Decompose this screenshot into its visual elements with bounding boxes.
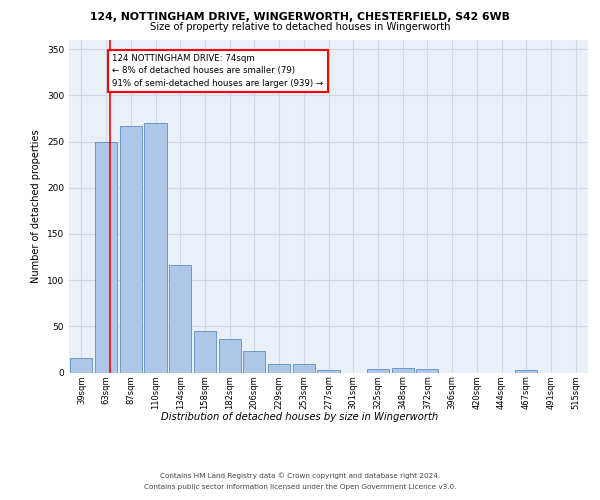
Text: Size of property relative to detached houses in Wingerworth: Size of property relative to detached ho… (150, 22, 450, 32)
Bar (70, 358, 92, 372)
Y-axis label: Number of detached properties: Number of detached properties (31, 130, 41, 283)
Bar (367, 369, 389, 372)
Bar (194, 331, 216, 372)
Bar (243, 352, 265, 372)
Bar (392, 368, 414, 372)
Bar (145, 123, 167, 372)
Text: Contains HM Land Registry data © Crown copyright and database right 2024.: Contains HM Land Registry data © Crown c… (160, 472, 440, 479)
Text: Distribution of detached houses by size in Wingerworth: Distribution of detached houses by size … (161, 412, 439, 422)
Bar (416, 369, 439, 372)
Text: 124, NOTTINGHAM DRIVE, WINGERWORTH, CHESTERFIELD, S42 6WB: 124, NOTTINGHAM DRIVE, WINGERWORTH, CHES… (90, 12, 510, 22)
Bar (268, 364, 290, 372)
Text: Contains public sector information licensed under the Open Government Licence v3: Contains public sector information licen… (144, 484, 456, 490)
Bar (218, 339, 241, 372)
Bar (317, 370, 340, 372)
Bar (515, 370, 538, 372)
Bar (293, 364, 315, 372)
Bar (119, 126, 142, 372)
Text: 124 NOTTINGHAM DRIVE: 74sqm
← 8% of detached houses are smaller (79)
91% of semi: 124 NOTTINGHAM DRIVE: 74sqm ← 8% of deta… (112, 54, 323, 88)
Bar (95, 142, 117, 372)
Bar (169, 266, 191, 372)
